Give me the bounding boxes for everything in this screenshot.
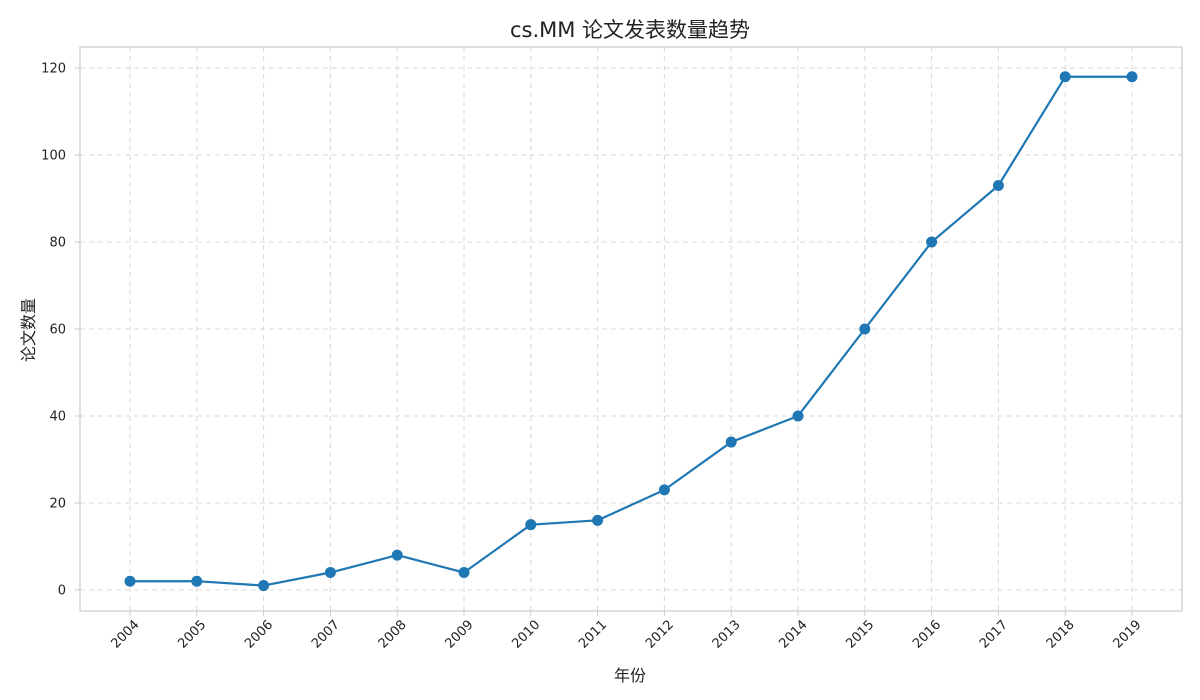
data-point [926,236,938,248]
x-tick-label: 2013 [710,618,744,652]
x-tick-label: 2014 [777,618,811,652]
chart-title: cs.MM 论文发表数量趋势 [510,18,750,42]
data-point [458,567,470,579]
x-tick-label: 2018 [1044,618,1078,652]
series-line [130,75,1132,587]
data-point [1126,71,1138,83]
y-tick-label: 60 [49,323,66,338]
data-point [324,567,336,579]
x-tick-label: 2008 [376,618,410,652]
data-point [124,575,136,587]
x-tick-label: 2017 [977,618,1011,652]
y-axis-label: 论文数量 [19,298,38,362]
x-tick-label: 2006 [242,618,276,652]
x-axis-label: 年份 [614,666,646,685]
data-point [859,323,871,335]
data-point [258,580,270,592]
axis-ticks: 2004 2005 2006 2007 2008 2009 2010 2011 2012 2013… [41,62,1144,652]
data-point [391,549,403,561]
y-tick-label: 20 [49,496,66,511]
data-point [191,575,203,587]
data-point [1059,71,1071,83]
series-layer [124,71,1138,592]
data-point [525,519,537,531]
data-point [992,179,1004,191]
x-tick-label: 2015 [843,618,877,652]
x-tick-label: 2016 [910,618,944,652]
x-tick-label: 2010 [509,618,543,652]
x-tick-label: 2009 [443,618,477,652]
data-point [658,484,670,496]
y-tick-label: 80 [49,236,66,251]
y-tick-label: 120 [41,62,66,77]
y-tick-label: 100 [41,149,66,164]
x-tick-label: 2019 [1111,618,1145,652]
x-tick-label: 2004 [109,618,143,652]
data-point [792,410,804,422]
data-point [592,514,604,526]
data-point [725,436,737,448]
x-tick-label: 2011 [576,618,610,652]
y-tick-label: 0 [58,583,66,598]
y-tick-label: 40 [49,409,66,424]
x-tick-label: 2012 [643,618,677,652]
x-tick-label: 2007 [309,618,343,652]
grid-lines [80,47,1182,611]
x-tick-label: 2005 [175,618,209,652]
